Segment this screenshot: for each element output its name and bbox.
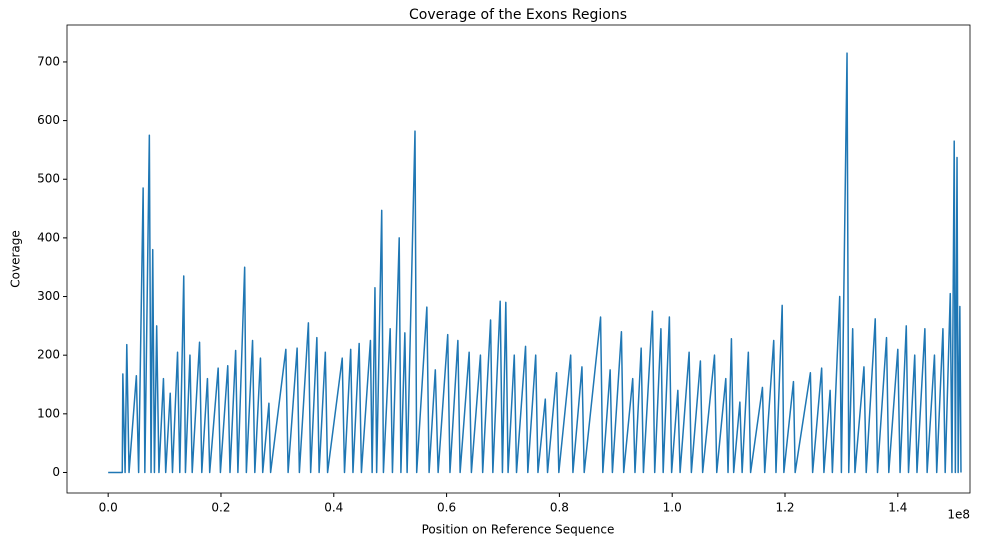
y-tick-label: 700 [37,54,60,68]
y-tick-label: 200 [37,348,60,362]
x-tick-label: 0.6 [437,501,456,515]
y-axis-label: Coverage [9,230,23,288]
x-tick-label: 0.0 [99,501,118,515]
y-tick-label: 300 [37,289,60,303]
y-tick-label: 100 [37,406,60,420]
coverage-line [108,52,962,474]
chart-title: Coverage of the Exons Regions [409,7,627,23]
y-tick-label: 0 [52,465,60,479]
x-tick-label: 0.4 [324,501,343,515]
x-axis-label: Position on Reference Sequence [422,523,615,537]
x-offset-text: 1e8 [947,508,970,522]
x-tick-label: 1.4 [888,501,907,515]
x-tick-label: 0.2 [211,501,230,515]
y-tick-label: 500 [37,172,60,186]
x-tick-label: 1.0 [663,501,682,515]
x-tick-label: 1.2 [775,501,794,515]
y-tick-label: 400 [37,230,60,244]
x-tick-label: 0.8 [550,501,569,515]
plot-frame [66,24,971,494]
y-tick-label: 600 [37,113,60,127]
